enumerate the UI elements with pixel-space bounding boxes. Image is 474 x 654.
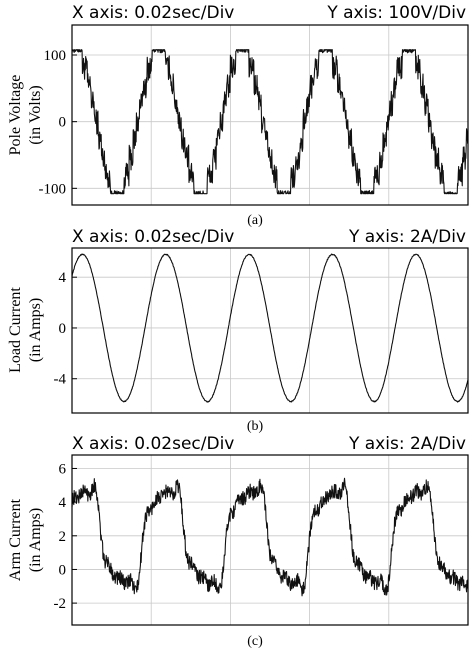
panel-a-y-tick-marks (72, 54, 77, 189)
panel-b-plot-frame (71, 247, 469, 414)
panel-a-y-scale-label: Y axis: 100V/Div (326, 3, 466, 23)
panel-c-arm-current-trace (71, 477, 469, 597)
panel-c-y-axis-title: Arm Current (7, 498, 24, 581)
panel-a-y-axis-title: Pole Voltage (7, 75, 24, 156)
panel-c-caption: (c) (247, 634, 263, 649)
panel-a-pole-voltage-trace (71, 49, 469, 195)
panel-b-load-current-trace (71, 253, 469, 403)
panel-b-x-scale-label: X axis: 0.02sec/Div (72, 227, 234, 247)
panel-a: X axis: 0.02sec/Div Y axis: 100V/Div 100… (7, 3, 469, 228)
panel-b-ytick-label: 0 (59, 321, 67, 337)
panel-b-ytick-label: -4 (54, 372, 67, 388)
panel-c-ytick-label: 4 (59, 495, 67, 511)
panel-a-x-scale-label: X axis: 0.02sec/Div (72, 3, 234, 23)
panel-c-grid (72, 455, 468, 625)
panel-b-y-scale-label: Y axis: 2A/Div (348, 227, 466, 247)
panel-c-ytick-label: 0 (59, 562, 67, 578)
panel-c-y-tick-marks (72, 467, 77, 604)
panel-c-ytick-label: 6 (59, 461, 67, 477)
panel-b-caption: (b) (247, 419, 264, 434)
panel-c-y-scale-label: Y axis: 2A/Div (348, 434, 466, 454)
panel-a-plot-frame (71, 24, 469, 206)
panel-a-y-axis-unit: (in Volts) (27, 85, 44, 144)
panel-b-y-axis-title: Load Current (7, 287, 24, 373)
panel-c-plot-frame (71, 454, 469, 626)
panel-b-y-tick-marks (72, 276, 77, 380)
panel-c-y-axis-unit: (in Amps) (27, 508, 44, 572)
panel-a-caption: (a) (247, 213, 263, 228)
panel-a-ytick-label: 0 (59, 115, 67, 131)
panel-b-ytick-label: 4 (59, 270, 67, 286)
panel-a-ytick-label: 100 (44, 48, 67, 64)
panel-c-ytick-label: -2 (54, 596, 67, 612)
panel-c: X axis: 0.02sec/Div Y axis: 2A/Div 6 4 2… (7, 434, 469, 649)
panel-c-x-scale-label: X axis: 0.02sec/Div (72, 434, 234, 454)
panel-a-ytick-label: -100 (39, 181, 67, 197)
panel-b-grid (72, 248, 468, 413)
panel-c-ytick-label: 2 (59, 529, 67, 545)
panel-b: X axis: 0.02sec/Div Y axis: 2A/Div 4 0 -… (7, 227, 469, 434)
panel-b-y-axis-unit: (in Amps) (27, 298, 44, 362)
